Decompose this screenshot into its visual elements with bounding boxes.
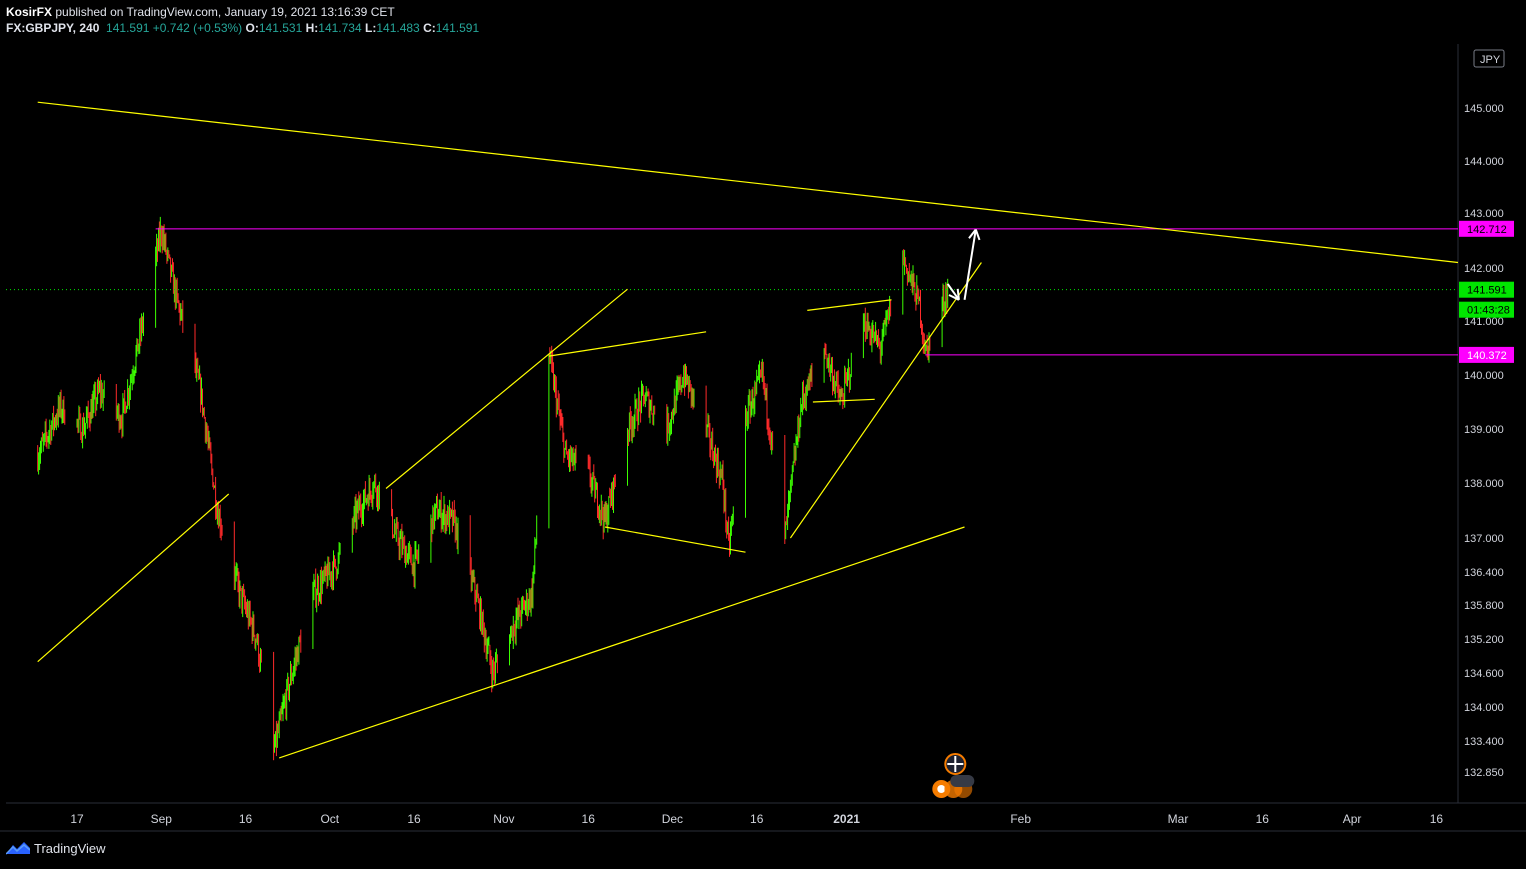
price-tick-label: 139.000 bbox=[1464, 424, 1504, 436]
last-price: 141.591 bbox=[106, 21, 150, 35]
price-tick-label: 135.200 bbox=[1464, 634, 1504, 646]
trendline-1 bbox=[37, 493, 230, 663]
projection-arrow-1 bbox=[963, 228, 981, 300]
low-label: L: bbox=[365, 21, 377, 35]
currency-label: JPY bbox=[1480, 54, 1501, 66]
time-tick-label: 16 bbox=[750, 812, 764, 826]
arrow-head-1 bbox=[968, 228, 977, 239]
price-tick-label: 140.000 bbox=[1464, 370, 1504, 382]
time-tick-label: 16 bbox=[239, 812, 253, 826]
time-tick-label: 16 bbox=[582, 812, 596, 826]
trendline-5 bbox=[604, 526, 746, 553]
trendline-6 bbox=[789, 262, 982, 539]
ohlc-line: FX:GBPJPY, 240 141.591 +0.742 (+0.53%) O… bbox=[6, 20, 479, 36]
countdown-tag-box bbox=[1459, 301, 1514, 318]
price-change: +0.742 (+0.53%) bbox=[152, 21, 243, 35]
open-label: O: bbox=[245, 21, 259, 35]
high-value: 141.734 bbox=[318, 21, 362, 35]
arrow-head-1 bbox=[956, 288, 960, 300]
resistance-price-tag: 142.712 bbox=[1459, 220, 1514, 237]
trendline-8 bbox=[812, 398, 875, 403]
time-tick-label: Mar bbox=[1168, 812, 1189, 826]
time-tick-label: Nov bbox=[493, 812, 514, 826]
price-tick-label: 136.400 bbox=[1464, 567, 1504, 579]
time-tick-label: Feb bbox=[1010, 812, 1031, 826]
price-tick-label: 142.000 bbox=[1464, 263, 1504, 275]
time-tick-label: 2021 bbox=[833, 812, 860, 826]
time-tick-label: Oct bbox=[320, 812, 339, 826]
tradingview-logo-icon bbox=[6, 842, 30, 855]
time-tick-label: Dec bbox=[662, 812, 683, 826]
drawings bbox=[6, 101, 1459, 759]
price-tick-label: 144.000 bbox=[1464, 156, 1504, 168]
price-tick-label: 134.000 bbox=[1464, 702, 1504, 714]
publish-line: KosirFX published on TradingView.com, Ja… bbox=[6, 4, 479, 20]
price-tick-label: 132.850 bbox=[1464, 767, 1504, 779]
resistance-price-tag-text: 142.712 bbox=[1467, 224, 1507, 236]
footer-brand[interactable]: TradingView bbox=[6, 840, 106, 856]
resistance-price-tag-box bbox=[1459, 220, 1514, 237]
earnings-event-inner bbox=[937, 785, 946, 793]
brand-label: TradingView bbox=[34, 840, 106, 856]
arrow-shaft bbox=[946, 283, 960, 301]
support-price-tag-text: 140.372 bbox=[1467, 350, 1507, 362]
arrow-head-0 bbox=[974, 229, 981, 241]
trendline-2 bbox=[279, 526, 965, 759]
candle-series bbox=[37, 216, 949, 761]
author-name[interactable]: KosirFX bbox=[6, 5, 53, 19]
price-tick-label: 134.600 bbox=[1464, 668, 1504, 680]
price-tick-label: 143.000 bbox=[1464, 208, 1504, 220]
time-tick-label: 16 bbox=[1430, 812, 1444, 826]
time-tick-label: 16 bbox=[407, 812, 421, 826]
currency-badge-box bbox=[1473, 49, 1505, 68]
published-text: published on TradingView.com, January 19… bbox=[55, 5, 395, 19]
last-price-tag-box bbox=[1459, 281, 1514, 298]
trendline-3 bbox=[385, 288, 628, 489]
time-tick-label: Sep bbox=[151, 812, 173, 826]
price-tick-label: 137.000 bbox=[1464, 533, 1504, 545]
time-tick-label: 16 bbox=[1256, 812, 1270, 826]
arrow-shaft bbox=[963, 229, 977, 300]
countdown-tag-text: 01:43:28 bbox=[1467, 305, 1510, 317]
chart-header: KosirFX published on TradingView.com, Ja… bbox=[6, 4, 479, 36]
currency-badge: JPY bbox=[1473, 49, 1505, 68]
trendline-4 bbox=[548, 331, 707, 357]
symbol-label[interactable]: FX:GBPJPY, 240 bbox=[6, 21, 100, 35]
arrow-head-0 bbox=[948, 294, 960, 301]
open-value: 141.531 bbox=[258, 21, 303, 35]
high-label: H: bbox=[305, 21, 319, 35]
support-price-tag-box bbox=[1459, 346, 1514, 363]
last-price-tag-text: 141.591 bbox=[1467, 285, 1507, 297]
close-label: C: bbox=[423, 21, 436, 35]
price-tick-label: 135.800 bbox=[1464, 600, 1504, 612]
trendline-0 bbox=[37, 101, 1459, 264]
low-value: 141.483 bbox=[376, 21, 420, 35]
projection-arrow-0 bbox=[946, 283, 960, 301]
price-tick-label: 138.000 bbox=[1464, 478, 1504, 490]
trendline-7 bbox=[807, 299, 892, 311]
countdown-tag: 01:43:28 bbox=[1459, 301, 1514, 318]
time-tick-label: 17 bbox=[70, 812, 84, 826]
price-tick-label: 141.000 bbox=[1464, 316, 1504, 328]
event-markers bbox=[932, 753, 975, 798]
time-tick-label: Apr bbox=[1343, 812, 1362, 826]
price-tick-label: 145.000 bbox=[1464, 103, 1504, 115]
event-count-badge bbox=[950, 775, 975, 787]
last-price-tag: 141.591 bbox=[1459, 281, 1514, 298]
price-tick-label: 133.400 bbox=[1464, 736, 1504, 748]
support-price-tag: 140.372 bbox=[1459, 346, 1514, 363]
close-value: 141.591 bbox=[435, 21, 480, 35]
